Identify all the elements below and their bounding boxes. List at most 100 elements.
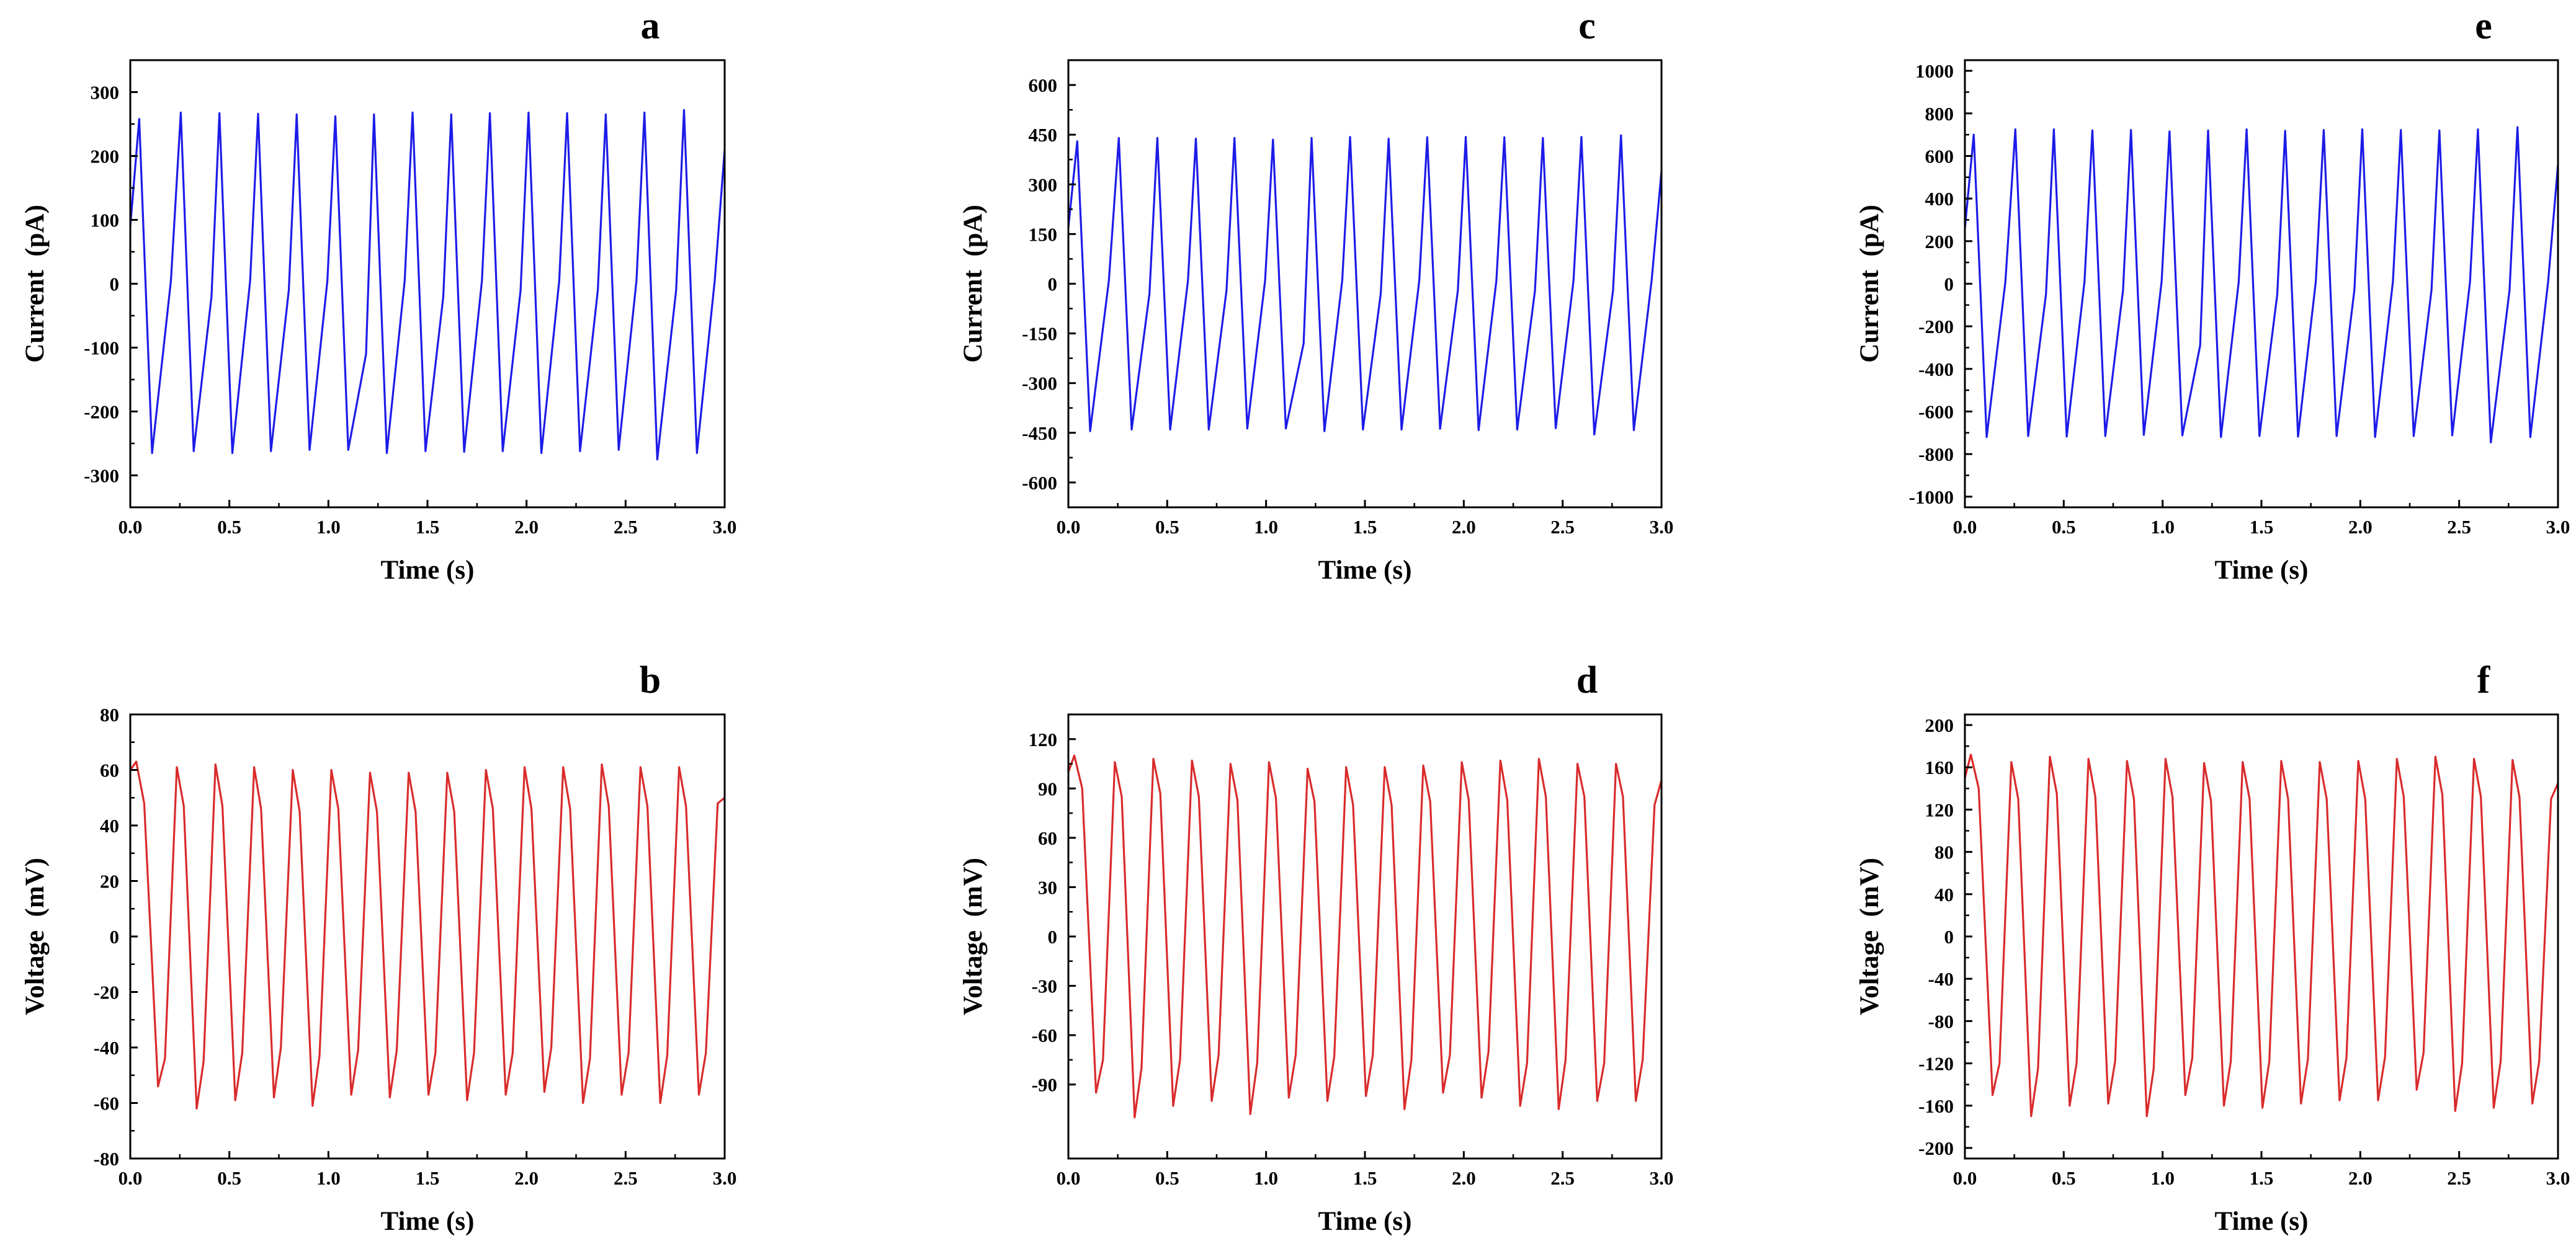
y-tick-label: 1000 [1915, 60, 1954, 82]
x-tick-label: 1.5 [1353, 1167, 1377, 1189]
chart-panel-c: 0.0 0.5 1.0 1.5 2.0 2.5 3.0 -600 -450 -300 -150 0 15… [959, 5, 1673, 585]
y-tick-label: 160 [1925, 757, 1954, 778]
x-tick-label: 0.0 [1953, 516, 1977, 538]
y-tick-label: 200 [91, 146, 120, 167]
x-tick-label: 1.5 [2250, 1167, 2274, 1189]
x-tick-label: 1.0 [1254, 1167, 1278, 1189]
y-tick-label: 120 [1925, 799, 1954, 821]
y-tick-label: 40 [1934, 884, 1954, 905]
y-tick-label: 200 [1925, 714, 1954, 736]
y-axis-title: Current (pA) [1855, 205, 1884, 363]
chart-panel-b: 0.0 0.5 1.0 1.5 2.0 2.5 3.0 -80 -60 -40 -20 0 20 40 60… [20, 659, 736, 1236]
x-tick-label: 1.0 [1254, 516, 1278, 538]
y-tick-label: 60 [100, 760, 119, 781]
x-tick-label: 1.0 [2150, 516, 2175, 538]
y-tick-label: 20 [100, 871, 119, 892]
y-tick-label: 800 [1925, 103, 1954, 125]
y-tick-label: 80 [1934, 842, 1954, 863]
x-tick-label: 3.0 [2546, 516, 2570, 538]
y-tick-label: -300 [1022, 373, 1057, 394]
y-tick-label: 90 [1038, 778, 1057, 799]
y-tick-label: 300 [1029, 174, 1058, 195]
x-axis-title: Time (s) [381, 556, 475, 585]
y-tick-label: 0 [110, 274, 120, 295]
x-tick-label: 1.0 [316, 1167, 341, 1189]
x-tick-label: 2.5 [614, 1167, 638, 1189]
y-tick-label: -20 [94, 982, 119, 1003]
x-tick-label: 2.5 [2447, 516, 2471, 538]
series-line-d-0 [1068, 754, 1661, 1119]
x-tick-label: 2.0 [2348, 516, 2373, 538]
panel-letter: a [641, 5, 660, 47]
panel-letter: d [1576, 659, 1598, 701]
y-tick-label: -90 [1032, 1074, 1057, 1096]
y-tick-label: -40 [1928, 968, 1954, 990]
y-tick-label: -80 [94, 1148, 119, 1170]
x-tick-label: 0.5 [217, 1167, 241, 1189]
x-tick-label: 3.0 [713, 516, 737, 538]
y-tick-label: 0 [110, 926, 120, 948]
y-axis-title: Voltage (mV) [959, 858, 988, 1015]
y-tick-label: -150 [1022, 323, 1057, 345]
x-tick-label: 2.0 [2348, 1167, 2373, 1189]
y-tick-label: -800 [1918, 443, 1954, 465]
panel-letter: f [2477, 659, 2491, 701]
x-tick-label: 0.5 [1155, 1167, 1179, 1189]
x-tick-label: 1.0 [316, 516, 341, 538]
x-tick-label: 0.0 [1057, 516, 1081, 538]
y-tick-label: 300 [91, 82, 120, 104]
y-tick-label: 40 [100, 815, 119, 837]
x-tick-label: 0.0 [119, 516, 143, 538]
series-line-c-0 [1068, 134, 1661, 436]
y-tick-label: -600 [1022, 472, 1057, 494]
x-tick-label: 0.0 [119, 1167, 143, 1189]
y-axis-title: Current (pA) [20, 205, 50, 363]
y-tick-label: 30 [1038, 876, 1057, 898]
y-tick-label: -200 [1918, 316, 1954, 337]
y-tick-label: 200 [1925, 231, 1954, 252]
y-tick-label: -200 [84, 401, 119, 423]
y-tick-label: -40 [94, 1037, 119, 1059]
y-tick-label: -200 [1918, 1137, 1954, 1159]
y-axis-title: Voltage (mV) [1855, 858, 1884, 1015]
x-tick-label: 2.0 [514, 1167, 539, 1189]
x-tick-label: 3.0 [1650, 516, 1674, 538]
y-tick-label: -60 [94, 1093, 119, 1114]
chart-panel-a: 0.0 0.5 1.0 1.5 2.0 2.5 3.0 -300 -200 -100 0 100 200… [20, 5, 736, 585]
y-tick-label: -450 [1022, 422, 1057, 444]
x-axis-title: Time (s) [2215, 556, 2309, 585]
x-tick-label: 3.0 [1650, 1167, 1674, 1189]
panel-letter: b [640, 659, 661, 701]
panel-letter: c [1578, 5, 1596, 47]
x-tick-label: 2.5 [1550, 1167, 1575, 1189]
y-tick-label: 80 [100, 704, 119, 726]
x-tick-label: 0.5 [1155, 516, 1179, 538]
y-tick-label: 100 [91, 210, 120, 231]
y-tick-label: 600 [1925, 146, 1954, 167]
y-tick-label: 120 [1029, 729, 1058, 750]
y-tick-label: -600 [1918, 401, 1954, 423]
x-tick-label: 2.5 [614, 516, 638, 538]
x-tick-label: 0.5 [2052, 1167, 2076, 1189]
x-tick-label: 0.0 [1953, 1167, 1977, 1189]
y-tick-label: 0 [1048, 274, 1058, 295]
series-line-b-0 [130, 760, 725, 1110]
chart-panel-e: 0.0 0.5 1.0 1.5 2.0 2.5 3.0 -1000 -800 -600 -400 -2… [1855, 5, 2570, 585]
x-tick-label: 3.0 [713, 1167, 737, 1189]
series-line-f-0 [1965, 754, 2558, 1118]
x-tick-label: 0.5 [217, 516, 241, 538]
series-line-e-0 [1965, 126, 2558, 443]
x-tick-label: 2.5 [1550, 516, 1575, 538]
y-tick-label: -120 [1918, 1053, 1954, 1075]
y-tick-label: -160 [1918, 1095, 1954, 1117]
y-tick-label: 0 [1048, 926, 1058, 948]
x-axis-title: Time (s) [1318, 1207, 1412, 1236]
y-tick-label: 0 [1944, 274, 1954, 295]
x-tick-label: 0.0 [1057, 1167, 1081, 1189]
y-tick-label: -60 [1032, 1025, 1057, 1046]
y-tick-label: -100 [84, 337, 119, 359]
x-tick-label: 2.0 [1452, 1167, 1476, 1189]
x-tick-label: 3.0 [2546, 1167, 2570, 1189]
y-tick-label: -30 [1032, 976, 1057, 997]
